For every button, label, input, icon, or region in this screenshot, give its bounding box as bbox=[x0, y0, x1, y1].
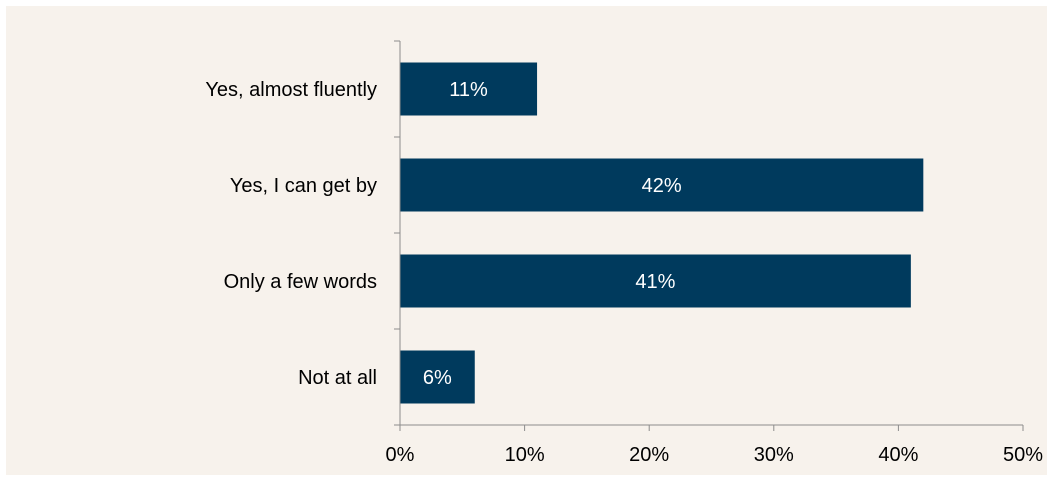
bar-1 bbox=[400, 158, 924, 212]
x-tick-label-4: 40% bbox=[878, 444, 918, 466]
x-tick-label-1: 10% bbox=[505, 444, 545, 466]
data-label-0: 11% bbox=[449, 79, 488, 101]
x-tick-label-3: 30% bbox=[754, 444, 794, 466]
bar-2 bbox=[400, 254, 911, 308]
data-label-3: 6% bbox=[423, 367, 452, 389]
category-label-2: Only a few words bbox=[224, 271, 377, 293]
x-tick-labels-group: 0% 10% 20% 30% 40% 50% bbox=[386, 444, 1044, 466]
x-tick-label-0: 0% bbox=[386, 444, 415, 466]
bar-3 bbox=[400, 350, 475, 404]
data-labels-group: 11% 42% 41% 6% bbox=[423, 79, 682, 389]
data-label-2: 41% bbox=[635, 271, 675, 293]
x-tick-label-5: 50% bbox=[1003, 444, 1043, 466]
x-tick-label-2: 20% bbox=[629, 444, 669, 466]
category-label-3: Not at all bbox=[298, 367, 377, 389]
bar-0 bbox=[400, 62, 538, 116]
chart-area: 11% 42% 41% 6% Yes, almost fluently Yes, I c… bbox=[6, 6, 1047, 475]
axes-group bbox=[394, 40, 1024, 431]
category-labels-group: Yes, almost fluently Yes, I can get by Onl… bbox=[205, 79, 377, 389]
data-label-1: 42% bbox=[642, 175, 682, 197]
category-label-0: Yes, almost fluently bbox=[205, 79, 377, 101]
bar-chart: 11% 42% 41% 6% Yes, almost fluently Yes, I c… bbox=[6, 6, 1047, 475]
category-label-1: Yes, I can get by bbox=[230, 175, 377, 197]
bars-group bbox=[400, 62, 924, 404]
